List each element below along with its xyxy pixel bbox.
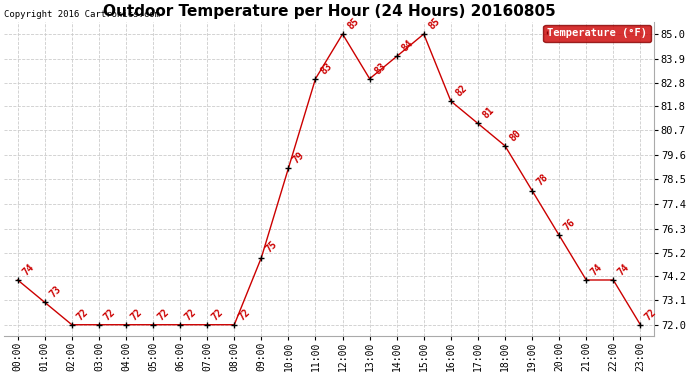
Text: 79: 79 — [291, 150, 306, 165]
Text: 81: 81 — [481, 105, 496, 121]
Text: 76: 76 — [562, 217, 578, 232]
Text: 73: 73 — [48, 284, 63, 300]
Text: 83: 83 — [318, 61, 334, 76]
Text: 78: 78 — [535, 172, 550, 188]
Text: 72: 72 — [210, 307, 226, 322]
Text: 72: 72 — [237, 307, 253, 322]
Legend: Temperature (°F): Temperature (°F) — [544, 25, 651, 42]
Title: Outdoor Temperature per Hour (24 Hours) 20160805: Outdoor Temperature per Hour (24 Hours) … — [103, 4, 555, 19]
Text: 72: 72 — [183, 307, 198, 322]
Text: 83: 83 — [373, 61, 388, 76]
Text: 84: 84 — [400, 38, 415, 54]
Text: 72: 72 — [643, 307, 658, 322]
Text: 80: 80 — [508, 128, 523, 143]
Text: 74: 74 — [589, 262, 604, 277]
Text: 72: 72 — [101, 307, 117, 322]
Text: 85: 85 — [345, 16, 361, 31]
Text: 74: 74 — [616, 262, 631, 277]
Text: Copyright 2016 Cartronics.com: Copyright 2016 Cartronics.com — [4, 10, 160, 19]
Text: 72: 72 — [129, 307, 144, 322]
Text: 82: 82 — [453, 83, 469, 98]
Text: 72: 72 — [156, 307, 171, 322]
Text: 74: 74 — [21, 262, 36, 277]
Text: 72: 72 — [75, 307, 90, 322]
Text: 75: 75 — [264, 240, 279, 255]
Text: 85: 85 — [426, 16, 442, 31]
